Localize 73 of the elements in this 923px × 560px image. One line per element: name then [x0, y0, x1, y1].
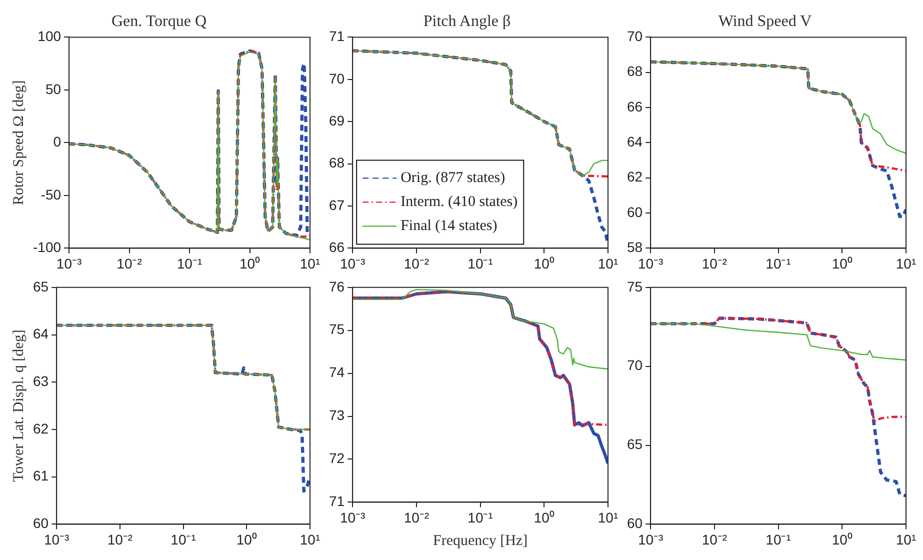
- y-tick-label: 65: [32, 278, 49, 294]
- y-tick-label: 76: [328, 278, 345, 294]
- y-tick-label: 71: [328, 493, 345, 510]
- x-tick-label: 10⁻¹: [468, 255, 494, 272]
- y-tick-label: -100: [32, 239, 62, 256]
- y-tick-label: 60: [626, 515, 643, 532]
- x-tick-label: 10⁻²: [702, 255, 728, 272]
- y-tick-label: 72: [328, 450, 345, 466]
- x-tick-label: 10⁰: [534, 509, 554, 526]
- y-tick-label: 73: [328, 407, 345, 424]
- x-axis-title: Frequency [Hz]: [433, 532, 528, 549]
- y-tick-label: 62: [626, 168, 643, 185]
- y-tick-label: 75: [626, 278, 643, 294]
- y-tick-label: 0: [53, 134, 62, 150]
- legend-label: Interm. (410 states): [400, 194, 518, 210]
- x-tick-label: 10⁻³: [340, 509, 366, 526]
- x-tick-label: 10⁻²: [404, 255, 430, 272]
- x-tick-label: 10⁻²: [116, 255, 142, 272]
- y-tick-label: 68: [328, 154, 345, 171]
- x-tick-label: 10⁻¹: [176, 255, 202, 272]
- x-tick-label: 10⁻²: [702, 531, 728, 548]
- y-tick-label: 100: [38, 28, 62, 44]
- x-tick-label: 10⁻²: [107, 531, 133, 548]
- x-tick-label: 10¹: [598, 509, 618, 526]
- y-tick-label: 70: [626, 28, 643, 44]
- chart-title: Pitch Angle β: [423, 12, 511, 30]
- y-tick-label: 75: [328, 321, 345, 338]
- x-tick-label: 10¹: [896, 531, 916, 548]
- y-tick-label: 60: [32, 515, 49, 532]
- x-tick-label: 10¹: [300, 255, 320, 272]
- x-tick-label: 10⁰: [534, 255, 554, 272]
- y-tick-label: 66: [328, 239, 345, 256]
- y-tick-label: 50: [45, 80, 62, 97]
- x-tick-label: 10⁻³: [340, 255, 366, 272]
- y-tick-label: 74: [328, 364, 345, 380]
- y-tick-label: 65: [626, 436, 643, 452]
- x-tick-label: 10⁰: [832, 255, 852, 272]
- legend-label: Orig. (877 states): [400, 170, 506, 186]
- x-tick-label: 10¹: [896, 255, 916, 272]
- x-tick-label: 10¹: [300, 531, 320, 548]
- y-tick-label: 71: [328, 28, 345, 44]
- y-tick-label: 68: [626, 63, 643, 80]
- y-tick-label: 69: [328, 112, 345, 128]
- x-tick-label: 10⁰: [832, 531, 852, 548]
- x-tick-label: 10⁰: [239, 255, 260, 272]
- y-tick-label: 64: [32, 326, 49, 342]
- y-tick-label: 61: [32, 468, 49, 484]
- legend-label: Final (14 states): [400, 218, 498, 234]
- x-tick-label: 10⁻¹: [766, 255, 792, 272]
- x-tick-label: 10⁻²: [404, 509, 430, 526]
- y-tick-label: 63: [32, 372, 49, 389]
- x-tick-label: 10⁻³: [638, 531, 664, 548]
- x-tick-label: 10¹: [598, 255, 618, 272]
- x-tick-label: 10⁻¹: [170, 531, 196, 548]
- y-axis-title: Tower Lat. Displ. q [deg]: [10, 330, 27, 482]
- y-tick-label: 70: [328, 70, 345, 86]
- y-tick-label: 67: [328, 196, 345, 213]
- y-axis-title: Rotor Speed Ω [deg]: [10, 80, 27, 206]
- x-tick-label: 10⁻³: [638, 255, 664, 272]
- y-tick-label: 60: [626, 204, 643, 220]
- y-tick-label: 66: [626, 98, 643, 114]
- y-tick-label: 64: [626, 134, 643, 150]
- chart-title: Gen. Torque Q: [111, 12, 207, 30]
- x-tick-label: 10⁰: [236, 531, 257, 548]
- y-tick-label: 58: [626, 239, 643, 256]
- y-tick-label: -50: [40, 186, 62, 202]
- y-tick-label: 62: [32, 420, 49, 436]
- x-tick-label: 10⁻³: [44, 531, 70, 548]
- x-tick-label: 10⁻³: [56, 255, 82, 272]
- chart-title: Wind Speed V: [718, 12, 812, 30]
- y-tick-label: 70: [626, 357, 643, 374]
- x-tick-label: 10⁻¹: [766, 531, 792, 548]
- x-tick-label: 10⁻¹: [468, 509, 494, 526]
